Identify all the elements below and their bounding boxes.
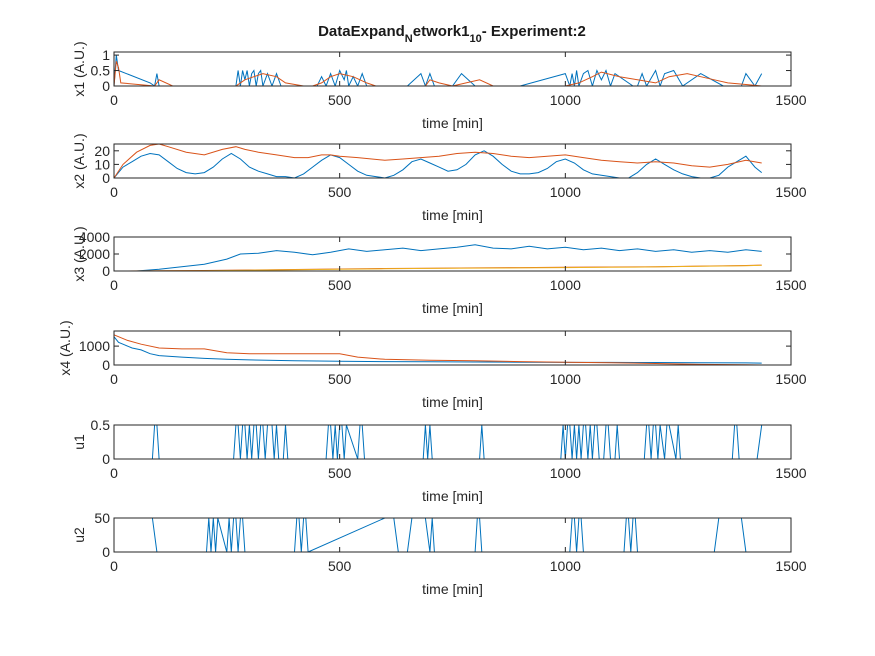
subplot-4-ytick-label: 0 (102, 357, 110, 373)
figure-title: DataExpandNetwork110- Experiment:2 (318, 23, 586, 45)
title-part-main: DataExpand (318, 23, 405, 40)
subplot-6-xtick-label: 0 (110, 558, 118, 574)
subplot-5-ylabel: u1 (71, 434, 87, 450)
subplot-4-xtick-label: 1000 (550, 371, 581, 387)
subplot-6-series-1-line (114, 518, 762, 552)
subplot-3-series-3-line (114, 264, 762, 271)
subplot-5-xtick-label: 0 (110, 465, 118, 481)
subplot-4-ylabel: x4 (A.U.) (57, 320, 73, 375)
subplot-5-xtick-label: 1000 (550, 465, 581, 481)
subplot-2-xtick-label: 1500 (775, 184, 806, 200)
subplot-4-series-1-line (114, 336, 762, 364)
subplot-3-xtick-label: 1000 (550, 277, 581, 293)
subplot-6-xtick-label: 1000 (550, 558, 581, 574)
subplot-1-ytick-label: 0 (102, 78, 110, 94)
subplot-1-ylabel: x1 (A.U.) (71, 41, 87, 96)
subplot-3-xlabel: time [min] (422, 300, 483, 316)
subplot-4-xtick-label: 0 (110, 371, 118, 387)
subplot-2-xtick-label: 0 (110, 184, 118, 200)
subplot-2-series-1-line (114, 150, 763, 178)
subplot-4-xtick-label: 500 (328, 371, 352, 387)
subplot-3-ytick-label: 4000 (79, 229, 110, 245)
subplot-2-xlabel: time [min] (422, 207, 483, 223)
subplot-1-xtick-label: 1500 (775, 92, 806, 108)
subplot-5-ytick-label: 0 (102, 451, 110, 467)
subplot-3-xtick-label: 1500 (775, 277, 806, 293)
subplot-1-xtick-label: 1000 (550, 92, 581, 108)
subplot-6-xlabel: time [min] (422, 581, 483, 597)
subplot-6-xtick-label: 1500 (775, 558, 806, 574)
subplot-2-axes-box (113, 143, 792, 179)
subplot-5-xtick-label: 500 (328, 465, 352, 481)
subplot-2-ytick-label: 20 (94, 143, 110, 159)
subplot-4: 0 500 1000 1500 0 1000 time [min] x4 (A.U.) (57, 320, 807, 410)
subplot-4-xlabel: time [min] (422, 394, 483, 410)
subplot-5-xlabel: time [min] (422, 488, 483, 504)
title-part-experiment: - Experiment:2 (482, 23, 586, 40)
subplot-5-series-1-line (114, 425, 763, 459)
subplot-5-ytick-label: 0.5 (91, 417, 111, 433)
subplot-1-xlabel: time [min] (422, 115, 483, 131)
subplot-5-xtick-label: 1500 (775, 465, 806, 481)
subplot-6-axes-box (113, 517, 792, 553)
subplot-6-ytick-label: 50 (94, 510, 110, 526)
subplot-3-xtick-label: 0 (110, 277, 118, 293)
subplot-1-series-2-line (114, 61, 762, 86)
subplot-2-ytick-label: 10 (94, 156, 110, 172)
subplot-2-series-2-line (114, 144, 762, 178)
subplot-2-xtick-label: 1000 (550, 184, 581, 200)
subplot-1-axes-box (113, 51, 792, 87)
subplot-3-ytick-label: 0 (102, 263, 110, 279)
subplot-1-series-1-line (114, 55, 763, 86)
subplot-4-xtick-label: 1500 (775, 371, 806, 387)
subplot-5-axes-box (113, 424, 792, 460)
subplot-5: 0 500 1000 1500 0 0.5 time [min] u1 (71, 417, 807, 504)
subplot-1-ytick-label: 0.5 (91, 63, 111, 79)
title-part-subscript-10: 10 (469, 33, 481, 45)
subplot-2-ylabel: x2 (A.U.) (71, 133, 87, 188)
subplot-4-ytick-label: 1000 (79, 338, 110, 354)
subplot-6: 0 500 1000 1500 0 50 time [min] u2 (71, 510, 807, 597)
title-part-etwork: etwork1 (413, 23, 470, 40)
subplot-1-ytick-label: 1 (102, 47, 110, 63)
subplot-3-xtick-label: 500 (328, 277, 352, 293)
subplot-3-series-1-line (114, 244, 762, 271)
title-part-subscript-n: N (405, 33, 413, 45)
subplot-2-xtick-label: 500 (328, 184, 352, 200)
subplot-4-series-2-line (114, 334, 762, 365)
subplot-6-xtick-label: 500 (328, 558, 352, 574)
subplot-3-ytick-label: 2000 (79, 246, 110, 262)
subplot-6-ylabel: u2 (71, 527, 87, 543)
subplot-4-axes-box (113, 330, 792, 366)
subplot-1-xtick-label: 0 (110, 92, 118, 108)
subplot-2-ytick-label: 0 (102, 170, 110, 186)
subplot-6-ytick-label: 0 (102, 544, 110, 560)
subplot-3-ylabel: x3 (A.U.) (71, 226, 87, 281)
subplot-1-xtick-label: 500 (328, 92, 352, 108)
